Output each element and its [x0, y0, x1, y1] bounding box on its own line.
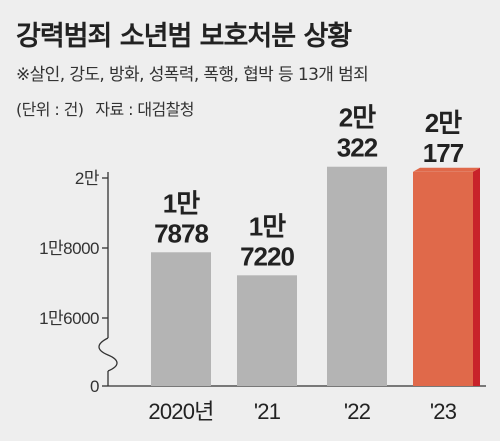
bar-top-face [413, 167, 480, 172]
x-tick-label: 2020년 [148, 399, 213, 424]
x-tick-label: '22 [344, 399, 371, 424]
source-label: 자료 : 대검찰청 [95, 100, 194, 119]
bar [237, 275, 297, 386]
bar-side-face [473, 167, 480, 386]
data-label-line-1: 1만 [249, 211, 286, 241]
axis-break-mark [98, 337, 118, 372]
chart-subtitle: ※살인, 강도, 방화, 성폭력, 폭행, 협박 등 13개 범죄 [16, 65, 369, 85]
x-tick-label: '21 [254, 399, 281, 424]
unit-label: (단위 : 건) [16, 100, 84, 119]
bar [327, 166, 387, 386]
y-tick-label: 1만8000 [39, 239, 99, 258]
data-label-line-1: 2만 [425, 108, 462, 138]
y-tick-label: 2만 [75, 169, 100, 188]
x-tick-label: '23 [430, 399, 457, 424]
data-label-line-2: 7878 [154, 218, 208, 248]
data-label-line-2: 322 [337, 133, 378, 163]
y-tick-label: 1만6000 [39, 309, 99, 328]
data-label-line-2: 177 [423, 138, 464, 168]
bar-layer [151, 166, 480, 386]
data-label-line-1: 1만 [163, 188, 200, 218]
chart-title: 강력범죄 소년범 보호처분 상황 [16, 21, 352, 52]
data-label-line-1: 2만 [339, 103, 376, 133]
data-label-line-2: 7220 [240, 241, 294, 271]
bar [151, 252, 211, 386]
unit-and-source: (단위 : 건) 자료 : 대검찰청 [16, 96, 195, 120]
bar [413, 171, 473, 386]
y-tick-label: 0 [90, 377, 99, 396]
